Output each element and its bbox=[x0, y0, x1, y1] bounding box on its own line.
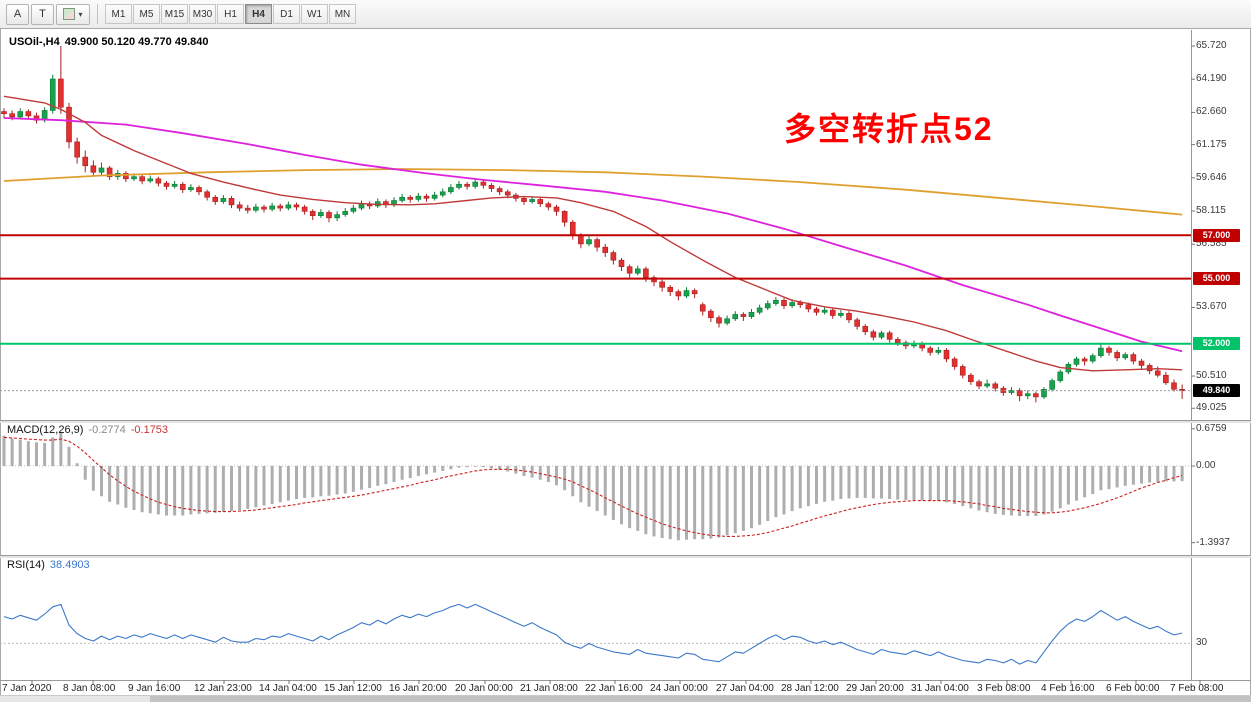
timeframe-button-h1[interactable]: H1 bbox=[217, 4, 244, 24]
price-level-badge[interactable]: 57.000 bbox=[1193, 228, 1240, 242]
time-axis-label[interactable]: 15 Jan 12:00 bbox=[324, 683, 382, 694]
time-axis-label[interactable]: 12 Jan 23:00 bbox=[194, 683, 252, 694]
time-axis-label[interactable]: 20 Jan 00:00 bbox=[455, 683, 513, 694]
macd-signal-line bbox=[3, 436, 1183, 537]
current-price-badge: 49.840 bbox=[1193, 384, 1240, 398]
arrow-tool-button[interactable]: A bbox=[6, 3, 29, 25]
ma-fast-line bbox=[3, 95, 1183, 372]
time-axis-label[interactable]: 4 Feb 16:00 bbox=[1041, 683, 1095, 694]
pane-divider-rsi[interactable] bbox=[0, 555, 1251, 558]
price-axis-label: 65.720 bbox=[1196, 40, 1227, 51]
timeframe-button-m15[interactable]: M15 bbox=[161, 4, 188, 24]
text-tool-button[interactable]: T bbox=[31, 3, 54, 25]
time-axis-label[interactable]: 7 Jan 2020 bbox=[2, 683, 52, 694]
draw-tool-dropdown[interactable]: ▾ bbox=[56, 3, 90, 25]
time-axis-label[interactable]: 14 Jan 04:00 bbox=[259, 683, 317, 694]
horizontal-scrollbar[interactable] bbox=[0, 695, 1251, 702]
time-axis-label[interactable]: 27 Jan 04:00 bbox=[716, 683, 774, 694]
annotation-text: 多空转折点52 bbox=[784, 111, 994, 147]
macd-signal-value: -0.1753 bbox=[130, 424, 169, 436]
timeframe-button-m30[interactable]: M30 bbox=[189, 4, 216, 24]
draw-tool-icon bbox=[63, 8, 76, 20]
time-axis-label[interactable]: 24 Jan 00:00 bbox=[650, 683, 708, 694]
timeframe-group: M1 M5 M15 M30 H1 H4 D1 W1 MN bbox=[104, 4, 356, 24]
rsi-level-label: 30 bbox=[1196, 637, 1208, 649]
price-level-badge[interactable]: 52.000 bbox=[1193, 337, 1240, 351]
price-axis-label: 64.190 bbox=[1196, 73, 1227, 85]
time-axis-label[interactable]: 28 Jan 12:00 bbox=[781, 683, 839, 694]
time-axis-label[interactable]: 7 Feb 08:00 bbox=[1170, 683, 1224, 694]
chevron-down-icon: ▾ bbox=[78, 9, 83, 19]
macd-histogram bbox=[2, 431, 1184, 541]
symbol-ohlc-label: USOil-,H4 49.900 50.120 49.770 49.840 bbox=[9, 36, 213, 48]
rsi-value: 38.4903 bbox=[49, 559, 90, 571]
macd-label: MACD(12,26,9) -0.2774 -0.1753 bbox=[7, 424, 168, 436]
ma-medium-line bbox=[3, 117, 1183, 353]
time-axis-label[interactable]: 16 Jan 20:00 bbox=[389, 683, 447, 694]
price-axis-label: 62.660 bbox=[1196, 106, 1227, 118]
ma-slow-line bbox=[3, 168, 1183, 216]
macd-scale-label: 0.00 bbox=[1196, 460, 1216, 471]
time-axis-label[interactable]: 29 Jan 20:00 bbox=[846, 683, 904, 694]
time-axis-label[interactable]: 3 Feb 08:00 bbox=[977, 683, 1031, 694]
pane-divider-macd[interactable] bbox=[0, 420, 1251, 423]
price-axis-label: 53.670 bbox=[1196, 301, 1227, 313]
macd-scale-label: 0.6759 bbox=[1196, 422, 1227, 434]
price-level-badge[interactable]: 55.000 bbox=[1193, 272, 1240, 286]
symbol-name: USOil-,H4 bbox=[9, 36, 60, 48]
rsi-title: RSI(14) bbox=[7, 559, 45, 571]
time-axis-label[interactable]: 22 Jan 16:00 bbox=[585, 683, 643, 694]
price-axis-label: 50.510 bbox=[1196, 370, 1227, 382]
time-axis-label[interactable]: 21 Jan 08:00 bbox=[520, 683, 578, 694]
price-axis-label: 56.585 bbox=[1196, 238, 1227, 250]
time-axis-label[interactable]: 9 Jan 16:00 bbox=[128, 683, 181, 694]
price-axis-label: 58.115 bbox=[1196, 205, 1226, 217]
macd-title: MACD(12,26,9) bbox=[7, 424, 84, 436]
candles-layer bbox=[1, 46, 1185, 403]
rsi-label: RSI(14) 38.4903 bbox=[7, 559, 90, 571]
macd-scale-label: -1.3937 bbox=[1196, 536, 1230, 548]
timeframe-button-m1[interactable]: M1 bbox=[105, 4, 132, 24]
time-axis-label[interactable]: 31 Jan 04:00 bbox=[911, 683, 969, 694]
toolbar-separator bbox=[97, 4, 98, 24]
time-axis-label[interactable]: 6 Feb 00:00 bbox=[1106, 683, 1160, 694]
timeframe-button-m5[interactable]: M5 bbox=[133, 4, 160, 24]
scrollbar-thumb[interactable] bbox=[150, 696, 1251, 702]
timeframe-button-w1[interactable]: W1 bbox=[301, 4, 328, 24]
time-axis-label[interactable]: 8 Jan 08:00 bbox=[63, 683, 116, 694]
price-axis-label: 61.175 bbox=[1196, 138, 1227, 150]
timeframe-button-mn[interactable]: MN bbox=[329, 4, 356, 24]
timeframe-button-d1[interactable]: D1 bbox=[273, 4, 300, 24]
price-axis-label: 59.646 bbox=[1196, 171, 1227, 183]
ohlc-values: 49.900 50.120 49.770 49.840 bbox=[64, 36, 209, 48]
macd-value: -0.2774 bbox=[88, 424, 126, 436]
toolbar: A T ▾ M1 M5 M15 M30 H1 H4 D1 W1 MN bbox=[0, 0, 1251, 29]
price-axis-label: 49.025 bbox=[1196, 402, 1227, 414]
rsi-line bbox=[3, 603, 1183, 665]
timeframe-button-h4[interactable]: H4 bbox=[245, 4, 272, 24]
